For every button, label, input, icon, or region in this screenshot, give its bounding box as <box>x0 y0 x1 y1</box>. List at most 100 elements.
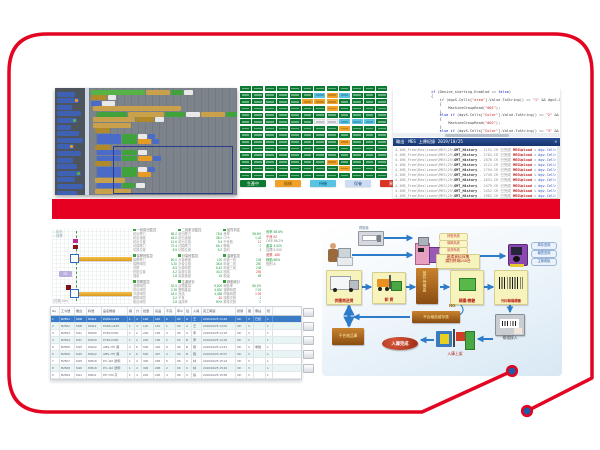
horizontal-scrollbar[interactable] <box>393 133 560 137</box>
code-block[interactable] <box>171 90 183 95</box>
table-header-cell[interactable]: 料號 <box>87 307 102 315</box>
table-cell: 300 <box>142 358 154 364</box>
palette-block[interactable] <box>57 144 74 150</box>
table-header-cell[interactable]: 批量 <box>142 307 154 315</box>
code-block[interactable] <box>95 128 110 134</box>
code-block[interactable] <box>97 133 121 139</box>
code-block[interactable] <box>138 139 151 145</box>
table-row[interactable]: 9 B2509 M21 80611 PP-T30 灰 1 4 240 236 4 98 C 張 2019/… <box>51 372 301 379</box>
table-cell: A <box>185 316 192 322</box>
table-row[interactable]: 3 B2503 M11 80230 POM-K300 1 2 200 196 4 98 A 李 2019/… <box>51 330 301 337</box>
palette-block[interactable] <box>57 183 83 189</box>
palette-block[interactable] <box>57 150 81 156</box>
code-block[interactable] <box>93 122 131 128</box>
table-cell: V <box>247 358 254 364</box>
machine-status-cell <box>363 126 375 132</box>
code-block[interactable] <box>146 90 170 95</box>
table-row[interactable]: 2 B2502 M08 80114 PA66-GF25 1 4 120 119 1 99 A 王 2019… <box>51 323 301 330</box>
code-block[interactable] <box>93 117 135 123</box>
code-block[interactable] <box>91 95 107 101</box>
table-row[interactable]: 5 B2505 M15 80412 ABS-757 黑 2 8 500 492 8 98 B 陳 2019… <box>51 344 301 351</box>
code-block[interactable] <box>122 133 137 139</box>
table-row[interactable]: 1 B2501 M08 80114 PA66-GF25 1 4 120 118 2 98 A 王 2019… <box>51 316 301 323</box>
table-cell: M08 <box>75 323 87 329</box>
code-block[interactable] <box>226 111 237 117</box>
code-block[interactable] <box>95 144 111 150</box>
code-block[interactable] <box>97 139 121 145</box>
code-block[interactable] <box>165 111 185 117</box>
table-header-cell[interactable]: 良品 <box>154 307 165 315</box>
code-block[interactable] <box>138 133 147 139</box>
table-header-cell[interactable]: 不良 <box>165 307 176 315</box>
table-row[interactable]: 7 B2507 M20 80518 PC-110 透明 1 4 300 295 5 98 C 林 2019… <box>51 358 301 365</box>
code-block[interactable] <box>201 111 225 117</box>
table-row[interactable]: 8 B2508 M20 80518 PC-110 透明 1 4 300 298 2 99 C 林 2019… <box>51 365 301 372</box>
code-block[interactable] <box>91 90 145 95</box>
table-header-cell[interactable]: No <box>51 307 60 315</box>
scrollbar-thumb[interactable] <box>445 133 509 137</box>
table-header-cell[interactable]: 核 <box>266 307 273 315</box>
code-block[interactable] <box>97 111 127 117</box>
code-block[interactable] <box>148 133 155 139</box>
side-button[interactable] <box>303 336 314 345</box>
code-block[interactable] <box>186 111 200 117</box>
table-header-cell[interactable]: 確 <box>247 307 254 315</box>
palette-block[interactable] <box>57 124 71 130</box>
palette-block[interactable] <box>57 170 81 176</box>
screenshot-code-editor: if (Device_starting.Enabled == false){ i… <box>393 88 560 198</box>
palette-block[interactable] <box>57 137 83 143</box>
palette-block[interactable] <box>57 117 77 123</box>
palette-block[interactable] <box>57 111 81 117</box>
side-button[interactable] <box>303 350 314 359</box>
palette-block[interactable] <box>57 131 79 137</box>
code-block[interactable] <box>95 161 111 167</box>
table-header-cell[interactable]: 狀態 <box>236 307 247 315</box>
table-header-cell[interactable]: 機台 <box>75 307 87 315</box>
machine-status-cell <box>351 159 363 165</box>
table-header-cell[interactable]: 工令號 <box>60 307 75 315</box>
table-header-cell[interactable]: 完工時間 <box>202 307 236 315</box>
code-block[interactable] <box>128 111 164 117</box>
machine-status-cell <box>240 159 251 165</box>
vertical-scrollbar[interactable] <box>557 146 560 198</box>
palette-block[interactable] <box>57 91 75 97</box>
code-block[interactable] <box>136 117 154 123</box>
palette-block[interactable] <box>57 164 77 170</box>
slider-handle-2[interactable] <box>70 289 79 298</box>
code-block[interactable] <box>152 139 159 145</box>
side-button[interactable] <box>303 322 314 331</box>
machine-status-cell <box>339 132 351 138</box>
parameter-panel: 二段射出監控 射出壓力 78.6 射出速度 38.2 射出位置 9.4 切換壓力 65.1 切換位… <box>178 228 223 253</box>
table-row[interactable]: 4 B2504 M11 80230 POM-K300 1 2 200 198 2 99 B 李 2019/… <box>51 337 301 344</box>
code-block[interactable] <box>122 139 137 145</box>
table-header-cell[interactable]: 班 <box>185 307 192 315</box>
table-header-cell[interactable]: 備註 <box>254 307 266 315</box>
table-cell: V <box>247 323 254 329</box>
close-icon[interactable]: × <box>554 139 557 144</box>
inspection-node: 稱重/檢驗 <box>450 270 484 305</box>
palette-block[interactable] <box>57 104 72 110</box>
machine-status-cell <box>326 119 338 125</box>
code-block[interactable] <box>184 90 193 95</box>
code-block[interactable] <box>155 117 164 123</box>
machine-status-cell <box>240 172 251 178</box>
code-block[interactable] <box>102 100 115 106</box>
code-block[interactable] <box>93 106 181 112</box>
palette-block[interactable] <box>57 98 79 104</box>
table-cell: V <box>247 372 254 378</box>
slider-handle-1[interactable] <box>70 254 79 263</box>
palette-block[interactable] <box>57 157 73 163</box>
side-button[interactable] <box>303 364 314 373</box>
table-header-cell[interactable]: 人員 <box>192 307 202 315</box>
palette-block[interactable] <box>57 177 75 183</box>
code-block[interactable] <box>108 95 116 101</box>
code-block[interactable] <box>91 100 101 106</box>
side-button[interactable] <box>303 308 314 317</box>
table-header-cell[interactable]: 品名規格 <box>102 307 128 315</box>
palette-block[interactable] <box>57 190 77 195</box>
table-header-cell[interactable]: 穴 <box>135 307 142 315</box>
table-header-cell[interactable]: 率% <box>176 307 185 315</box>
table-header-cell[interactable]: 模 <box>128 307 135 315</box>
table-row[interactable]: 6 B2506 M15 80412 ABS-757 黑 2 8 500 497 3 99 B 陳 2019… <box>51 351 301 358</box>
machine-status-cell <box>351 92 363 98</box>
